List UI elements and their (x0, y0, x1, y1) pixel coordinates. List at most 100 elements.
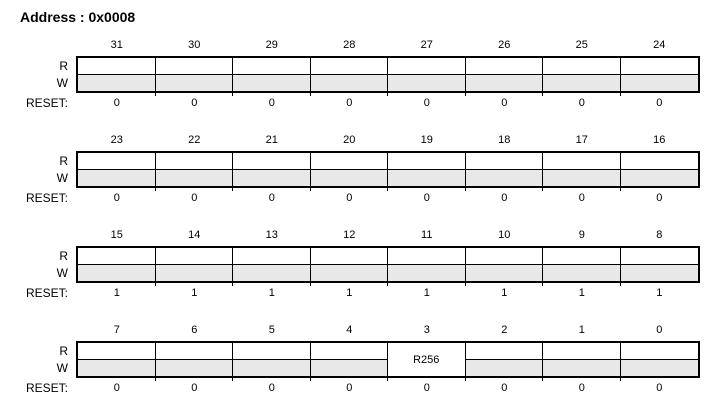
rw-table-row: R W (6, 246, 700, 283)
bit-boundary-tick (388, 378, 466, 381)
bit-number: 17 (575, 134, 588, 146)
write-bit-cell (155, 75, 233, 91)
reset-value: 1 (113, 287, 120, 299)
read-bit-cell (155, 343, 233, 360)
reset-value: 1 (268, 287, 275, 299)
reset-values-row: RESET: 0 0 0 0 0 0 0 0 (6, 192, 700, 205)
bit-cells-table (76, 151, 700, 188)
bit-number: 10 (498, 229, 511, 241)
reset-value: 0 (656, 382, 663, 394)
reset-value: 0 (113, 382, 120, 394)
write-bit-cell (233, 360, 311, 376)
rw-table-row: R W (6, 151, 700, 188)
read-bit-cell (620, 153, 698, 170)
read-bit-cell (465, 248, 543, 265)
bit-number: 20 (343, 134, 356, 146)
bit-numbers-row: 31 30 29 28 27 26 25 24 (6, 38, 700, 52)
write-row-label: W (56, 76, 68, 90)
write-bit-cell (310, 360, 388, 376)
read-bit-cell (155, 58, 233, 75)
bit-number: 6 (191, 324, 198, 336)
read-bit-cell (233, 343, 311, 360)
read-bit-cell (233, 153, 311, 170)
read-row-label: R (59, 154, 68, 168)
bit-number: 18 (498, 134, 511, 146)
bit-boundary-tick (311, 283, 388, 286)
bit-boundary-tick (388, 283, 466, 286)
reset-value: 0 (191, 192, 198, 204)
reset-value: 0 (113, 192, 120, 204)
bit-number: 1 (578, 324, 585, 336)
read-row-label: R (59, 344, 68, 358)
rw-table-row: R W (6, 56, 700, 93)
write-bit-cell (620, 265, 698, 281)
read-bit-cell (543, 58, 621, 75)
write-bit-cell (310, 265, 388, 281)
write-bit-cell (388, 75, 466, 91)
bit-number: 26 (498, 39, 511, 51)
bit-boundary-tick (621, 378, 699, 381)
read-row-label: R (59, 249, 68, 263)
bit-numbers-row: 15 14 13 12 11 10 9 8 (6, 228, 700, 242)
read-bit-cell (310, 343, 388, 360)
ticks-row (6, 93, 700, 96)
read-row-label: R (59, 59, 68, 73)
reset-value: 0 (578, 97, 585, 109)
bit-boundary-tick (543, 283, 621, 286)
write-bit-cell (155, 170, 233, 186)
reset-value: 0 (346, 192, 353, 204)
bit-boundary-tick (543, 188, 621, 191)
write-bit-cell (543, 170, 621, 186)
bit-number: 4 (346, 324, 353, 336)
bit-boundary-tick (543, 93, 621, 96)
reset-value-cells: 0 0 0 0 0 0 0 0 (76, 192, 700, 205)
bit-number-cells: 7 6 5 4 3 2 1 0 (76, 323, 700, 337)
bit-field-cell: R256 (388, 343, 466, 376)
bit-number: 30 (188, 39, 201, 51)
read-bit-cell (465, 343, 543, 360)
read-bit-cell (388, 153, 466, 170)
bit-number: 31 (110, 39, 123, 51)
reset-value: 0 (423, 97, 430, 109)
row-label-spacer (6, 323, 76, 337)
bit-boundary-tick (311, 378, 388, 381)
read-bit-cell (78, 58, 156, 75)
write-bit-cell (620, 170, 698, 186)
register-block: 31 30 29 28 27 26 25 24 R W RESET: 0 0 0 0 0 0 0 0 (6, 38, 700, 110)
write-bit-cell (465, 360, 543, 376)
bit-numbers-row: 23 22 21 20 19 18 17 16 (6, 133, 700, 147)
rw-row-labels: R W (6, 246, 76, 283)
reset-values-row: RESET: 0 0 0 0 0 0 0 0 (6, 97, 700, 110)
write-bit-cell (78, 360, 156, 376)
reset-value: 1 (656, 287, 663, 299)
write-bit-cell (465, 75, 543, 91)
bit-number: 14 (188, 229, 201, 241)
ticks-row (6, 188, 700, 191)
write-row-label: W (56, 361, 68, 375)
write-bit-cell (620, 75, 698, 91)
reset-value: 1 (346, 287, 353, 299)
bit-boundary-tick (78, 188, 156, 191)
reset-value: 0 (191, 97, 198, 109)
reset-value: 0 (656, 192, 663, 204)
read-bit-cell (388, 248, 466, 265)
write-row-label: W (56, 171, 68, 185)
bit-number: 25 (575, 39, 588, 51)
bit-number: 9 (578, 229, 585, 241)
bit-boundary-ticks (76, 283, 700, 286)
write-bit-cell (543, 360, 621, 376)
reset-row-label: RESET: (25, 381, 68, 395)
bit-number: 3 (423, 324, 430, 336)
reset-value: 1 (423, 287, 430, 299)
rw-row-labels: R W (6, 56, 76, 93)
reset-value: 0 (423, 382, 430, 394)
reset-value-cells: 1 1 1 1 1 1 1 1 (76, 287, 700, 300)
bit-number: 28 (343, 39, 356, 51)
rw-row-labels: R W (6, 151, 76, 188)
bit-boundary-tick (233, 283, 311, 286)
rw-row-labels: R W (6, 341, 76, 378)
bit-number: 27 (420, 39, 433, 51)
